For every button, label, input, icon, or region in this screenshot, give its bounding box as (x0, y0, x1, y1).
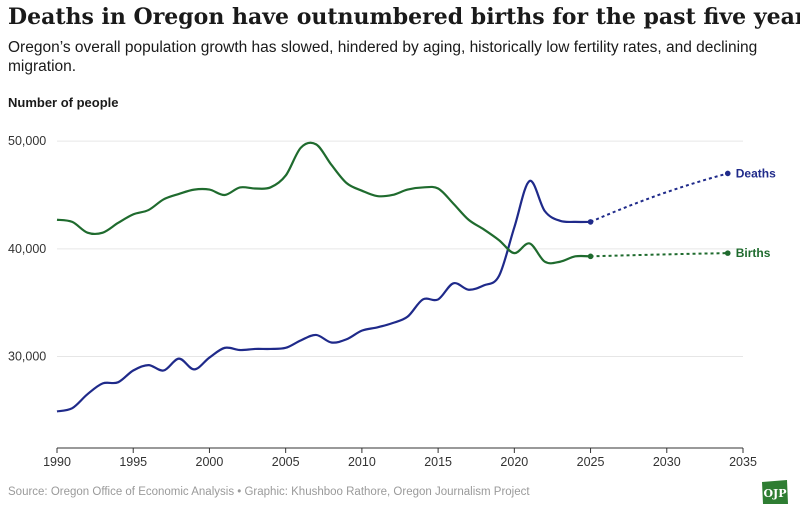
gridlines (57, 140, 743, 357)
deaths-label: Deaths (736, 166, 776, 180)
ojp-logo: OJP (762, 480, 788, 504)
y-tick-label: 50,000 (8, 134, 46, 148)
y-tick-label: 40,000 (8, 242, 46, 256)
deaths-current-point (587, 219, 594, 225)
x-tick-label: 1995 (119, 455, 147, 469)
births-projection-line (590, 252, 728, 258)
y-axis-ticks: 30,000 40,000 50,000 (8, 134, 46, 363)
y-axis-label: Number of people (8, 95, 119, 110)
deaths-projection-point (724, 170, 731, 177)
series-labels: Deaths Births (736, 166, 776, 260)
chart-title: Deaths in Oregon have outnumbered births… (8, 4, 800, 30)
births-current-point (587, 253, 594, 260)
deaths-line (56, 179, 591, 413)
x-tick-label: 2010 (348, 455, 376, 469)
births-line (56, 141, 591, 265)
oregon-shape-icon (762, 480, 788, 504)
chart-subtitle: Oregon’s overall population growth has s… (8, 39, 758, 75)
x-tick-label: 2015 (424, 455, 452, 469)
x-tick-label: 2025 (577, 455, 605, 469)
x-tick-label: 2000 (196, 455, 224, 469)
x-axis: 1990 1995 2000 2005 2010 2015 2020 2025 2030 2035 (43, 447, 757, 469)
x-tick-label: 2020 (500, 455, 528, 469)
source-credit: Source: Oregon Office of Economic Analys… (8, 486, 530, 498)
x-tick-label: 2035 (729, 455, 757, 469)
deaths-projection-line (590, 172, 729, 223)
x-tick-label: 2030 (653, 455, 681, 469)
births-label: Births (736, 246, 771, 260)
x-tick-label: 2005 (272, 455, 300, 469)
x-tick-label: 1990 (43, 455, 71, 469)
logo-text: OJP (763, 487, 786, 500)
y-tick-label: 30,000 (8, 349, 46, 363)
births-projection-point (724, 250, 731, 256)
series-lines (56, 141, 731, 413)
